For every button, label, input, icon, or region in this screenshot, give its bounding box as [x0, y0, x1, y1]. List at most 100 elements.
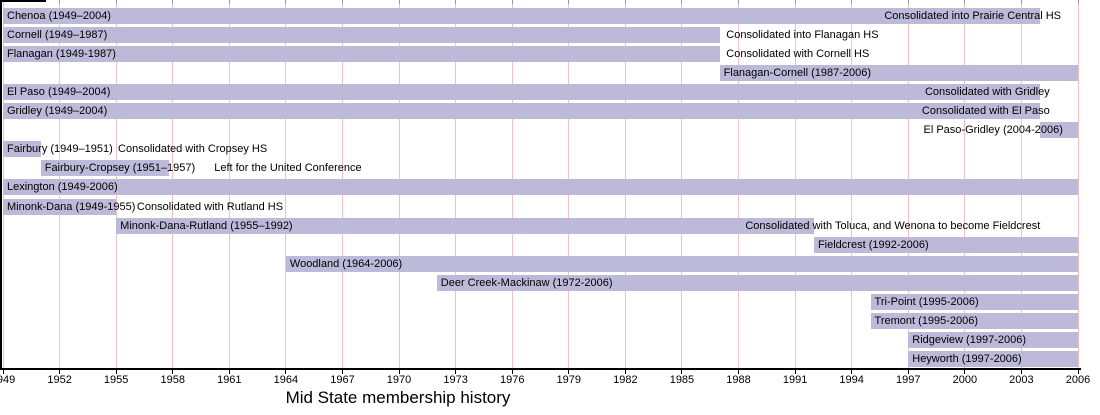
timeline-bar — [813, 236, 1078, 253]
bar-label: Lexington (1949-2006) — [7, 181, 118, 194]
timeline-bar — [285, 255, 1078, 272]
bar-label: Heyworth (1997-2006) — [912, 352, 1022, 365]
x-axis-tick-label: 1958 — [160, 374, 185, 386]
x-axis-tick-label: 1988 — [726, 374, 751, 386]
bar-annotation: Consolidated into Flanagan HS — [726, 29, 879, 42]
timeline-bar — [436, 274, 1078, 291]
bar-annotation: Left for the United Conference — [214, 162, 362, 175]
top-tick — [851, 0, 853, 4]
top-tick — [794, 0, 796, 4]
x-axis-tick-label: 1997 — [896, 374, 921, 386]
bar-annotation: Consolidated with Gridley — [924, 86, 1050, 99]
bar-label: Fairbury (1949–1951) — [7, 143, 113, 156]
bar-annotation: Consolidated into Prairie Central HS — [884, 10, 1062, 22]
top-tick — [341, 0, 343, 4]
bar-annotation: Consolidated with El Paso — [921, 105, 1050, 118]
top-border-segment — [0, 0, 46, 2]
timeline-bar — [3, 46, 720, 63]
bar-label: Tremont (1995-2006) — [874, 314, 979, 327]
x-axis-tick-label: 2003 — [1009, 374, 1034, 386]
bar-annotation: Consolidated with Rutland HS — [136, 200, 284, 213]
x-axis-tick-label: 1949 — [0, 374, 16, 386]
x-axis-tick-label: 1994 — [839, 374, 864, 386]
chart-title: Mid State membership history — [285, 388, 511, 407]
top-tick — [681, 0, 683, 4]
timeline-bar — [908, 350, 1078, 367]
x-axis-tick — [794, 369, 796, 374]
bar-label: Tri-Point (1995-2006) — [874, 295, 979, 308]
top-tick — [115, 0, 117, 4]
bar-label: Flanagan (1949-1987) — [7, 48, 116, 61]
x-axis-tick — [172, 369, 174, 374]
bar-label: El Paso (1949–2004) — [7, 86, 111, 99]
bar-annotation: Consolidated with Toluca, and Wenona to … — [745, 219, 1041, 232]
x-axis-tick — [907, 369, 909, 374]
x-axis-tick — [738, 369, 740, 374]
x-axis-tick-label: 1952 — [47, 374, 72, 386]
top-tick — [907, 0, 909, 4]
top-tick — [228, 0, 230, 4]
top-tick — [738, 0, 740, 4]
timeline-bar — [3, 84, 1041, 101]
bar-annotation: Consolidated with Cornell HS — [726, 48, 870, 61]
y-axis-line — [0, 0, 2, 369]
x-axis-tick — [341, 369, 343, 374]
timeline-bar — [3, 8, 1041, 24]
bar-label: Ridgeview (1997-2006) — [912, 333, 1026, 346]
x-axis-tick-label: 1991 — [782, 374, 808, 386]
top-tick — [624, 0, 626, 4]
x-axis-tick-label: 1982 — [613, 374, 638, 386]
bar-label: Fairbury-Cropsey (1951–1957) — [44, 162, 196, 175]
x-axis-tick-label: 1955 — [103, 374, 129, 386]
x-axis-tick-label: 1979 — [556, 374, 582, 386]
top-tick — [59, 0, 61, 4]
x-axis-tick — [681, 369, 683, 374]
x-axis-tick — [964, 369, 966, 374]
x-axis-tick-label: 1970 — [386, 374, 412, 386]
x-axis-tick-label: 1973 — [443, 374, 468, 386]
bar-label: Cornell (1949–1987) — [7, 29, 108, 42]
x-axis-tick-label: 1964 — [273, 374, 299, 386]
x-axis-tick-label: 1985 — [669, 374, 695, 386]
timeline-bar — [719, 65, 1078, 82]
x-axis-tick-label: 2006 — [1065, 374, 1091, 386]
x-axis-tick — [398, 369, 400, 374]
top-tick — [1020, 0, 1022, 4]
x-axis-tick — [511, 369, 513, 374]
x-axis-tick — [568, 369, 570, 374]
x-axis-tick-label: 1976 — [499, 374, 525, 386]
timeline-bar — [3, 141, 41, 158]
bar-label: El Paso-Gridley (2004-2006) — [923, 124, 1063, 137]
top-tick — [285, 0, 287, 4]
bar-label: Deer Creek-Mackinaw (1972-2006) — [440, 276, 613, 289]
timeline-bar — [870, 293, 1078, 310]
x-axis-tick — [115, 369, 117, 374]
x-axis-tick — [59, 369, 61, 374]
bar-label: Minonk-Dana (1949-1955) — [7, 200, 136, 213]
x-axis-tick — [2, 369, 4, 374]
bar-label: Gridley (1949–2004) — [7, 105, 108, 118]
timeline-bar — [1040, 122, 1078, 139]
x-axis-tick — [285, 369, 287, 374]
timeline-bar — [3, 27, 720, 44]
x-axis-tick — [624, 369, 626, 374]
timeline-bar — [3, 198, 117, 215]
top-tick — [964, 0, 966, 4]
x-axis-tick — [455, 369, 457, 374]
top-tick — [172, 0, 174, 4]
top-tick — [398, 0, 400, 4]
top-tick — [568, 0, 570, 4]
x-axis-tick — [1020, 369, 1022, 374]
bar-label: Flanagan-Cornell (1987-2006) — [723, 67, 872, 80]
timeline-bar — [3, 179, 1078, 196]
bar-label: Chenoa (1949–2004) — [7, 10, 111, 22]
timeline-bar — [40, 160, 169, 177]
timeline-bar — [870, 312, 1078, 329]
timeline-bar — [908, 331, 1078, 348]
x-axis-tick — [1077, 369, 1079, 374]
x-axis-tick-label: 1961 — [217, 374, 242, 386]
top-tick — [455, 0, 457, 4]
x-axis-tick — [228, 369, 230, 374]
gridline — [1077, 0, 1079, 368]
